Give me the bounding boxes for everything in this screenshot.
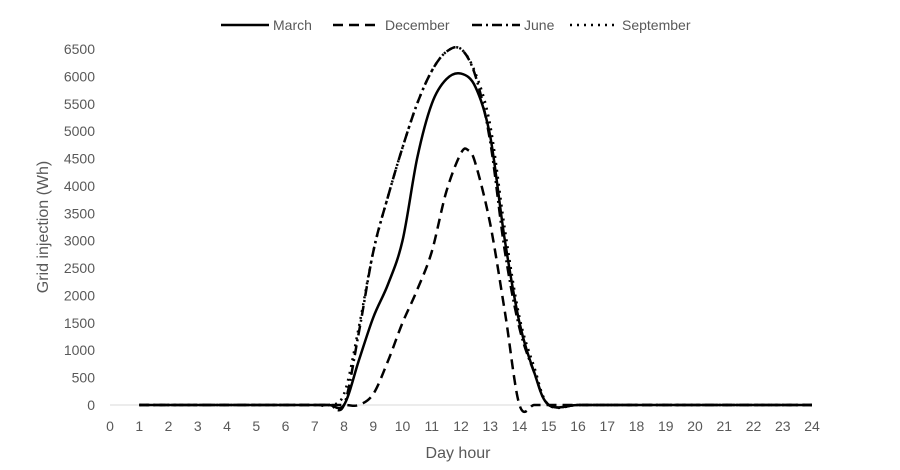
x-axis-ticks: 0 1 2 3 4 5 6 7 8 9 10 11 12 13 14 15 16 17 18 19 20 21 22 23 24 <box>106 418 820 434</box>
y-tick-label: 5000 <box>64 123 95 139</box>
x-tick-label: 0 <box>106 418 114 434</box>
x-tick-label: 19 <box>658 418 674 434</box>
y-tick-label: 1500 <box>64 315 95 331</box>
x-tick-label: 16 <box>570 418 586 434</box>
y-tick-label: 5500 <box>64 96 95 112</box>
series-line-june <box>139 45 812 412</box>
x-tick-label: 5 <box>252 418 260 434</box>
y-tick-label: 1000 <box>64 342 95 358</box>
y-axis-title: Grid injection (Wh) <box>35 161 52 293</box>
x-axis-title: Day hour <box>426 445 492 462</box>
x-tick-label: 6 <box>282 418 290 434</box>
x-tick-label: 20 <box>687 418 703 434</box>
series-lines <box>139 45 812 414</box>
x-tick-label: 15 <box>541 418 557 434</box>
x-tick-label: 10 <box>395 418 411 434</box>
x-tick-label: 13 <box>482 418 498 434</box>
x-tick-label: 1 <box>135 418 143 434</box>
x-tick-label: 11 <box>424 418 439 434</box>
x-tick-label: 17 <box>599 418 615 434</box>
y-tick-label: 3500 <box>64 205 95 221</box>
series-line-march <box>139 71 812 410</box>
y-tick-label: 2500 <box>64 260 95 276</box>
x-tick-label: 21 <box>716 418 732 434</box>
x-tick-label: 8 <box>340 418 348 434</box>
x-tick-label: 4 <box>223 418 231 434</box>
series-line-september <box>139 46 812 410</box>
x-tick-label: 24 <box>804 418 820 434</box>
y-axis-ticks: 0 500 1000 1500 2000 2500 3000 3500 4000 4500 5000… <box>64 41 95 413</box>
legend-label-june: June <box>524 17 555 33</box>
x-tick-label: 12 <box>453 418 469 434</box>
x-tick-label: 23 <box>775 418 791 434</box>
x-tick-label: 22 <box>746 418 762 434</box>
legend-label-march: March <box>273 17 312 33</box>
x-tick-label: 2 <box>165 418 173 434</box>
x-tick-label: 3 <box>194 418 202 434</box>
legend-label-september: September <box>622 17 691 33</box>
y-tick-label: 3000 <box>64 233 95 249</box>
y-tick-label: 4500 <box>64 151 95 167</box>
y-tick-label: 0 <box>87 397 95 413</box>
x-tick-label: 7 <box>311 418 319 434</box>
legend-label-december: December <box>385 17 450 33</box>
x-tick-label: 14 <box>512 418 528 434</box>
y-tick-label: 2000 <box>64 287 95 303</box>
y-tick-label: 6500 <box>64 41 95 57</box>
x-tick-label: 9 <box>369 418 377 434</box>
y-tick-label: 4000 <box>64 178 95 194</box>
y-tick-label: 6000 <box>64 68 95 84</box>
x-tick-label: 18 <box>629 418 645 434</box>
y-tick-label: 500 <box>72 370 96 386</box>
legend: March December June September <box>221 17 691 33</box>
series-line-december <box>139 147 812 414</box>
